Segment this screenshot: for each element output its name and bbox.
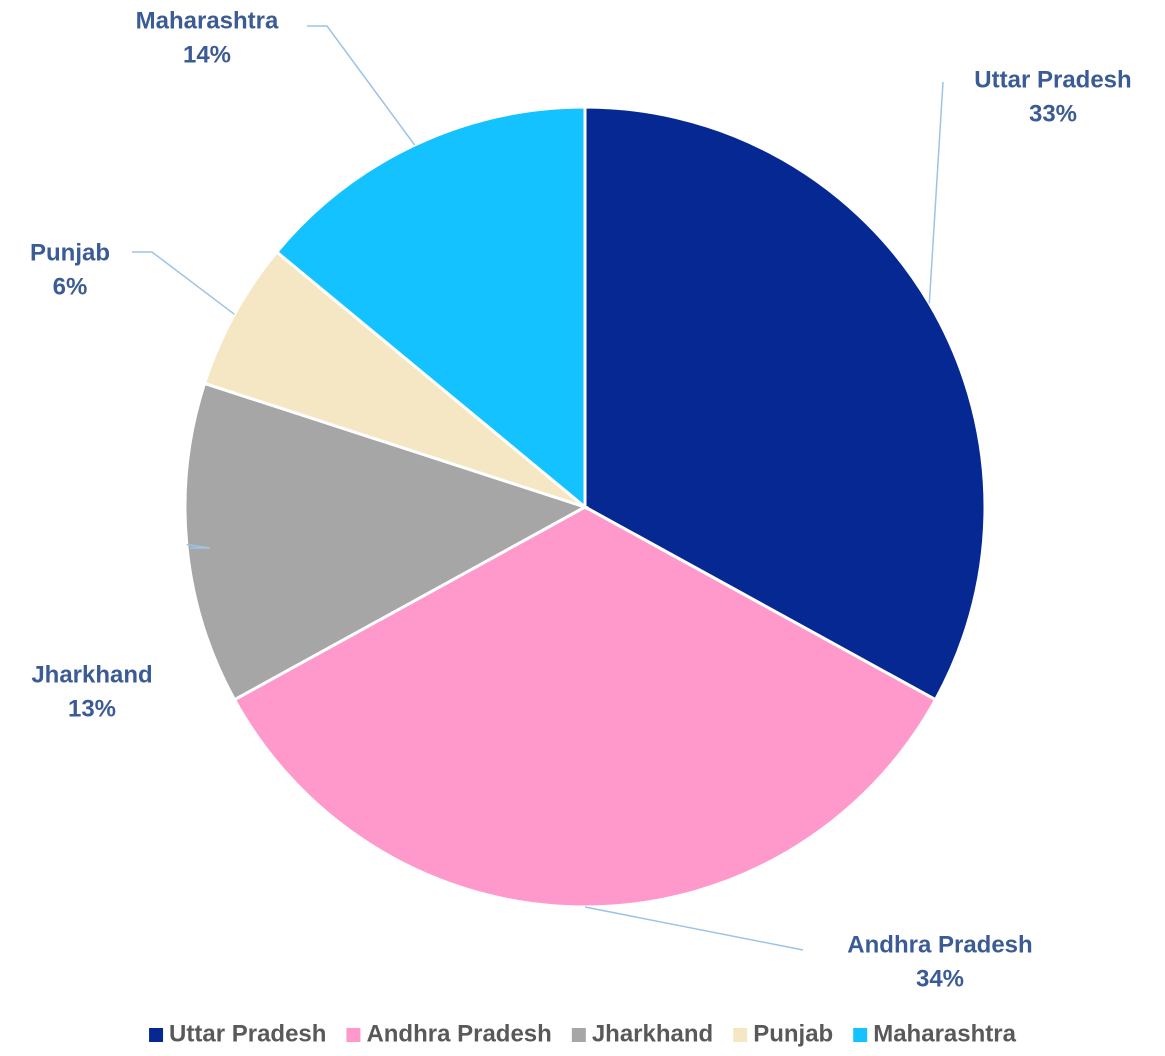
slice-value-label: 13% — [68, 695, 116, 722]
legend-swatch — [853, 1028, 868, 1042]
slice-value-label: 6% — [53, 273, 88, 300]
legend-label: Punjab — [753, 1020, 833, 1047]
slice-label: Punjab — [30, 239, 110, 266]
legend-swatch — [346, 1028, 361, 1042]
legend-label: Uttar Pradesh — [169, 1020, 326, 1047]
legend-swatch — [571, 1028, 586, 1042]
slice-value-label: 34% — [916, 965, 964, 992]
slice-label: Andhra Pradesh — [847, 931, 1032, 958]
legend-label: Jharkhand — [592, 1020, 713, 1047]
legend-swatch — [149, 1028, 164, 1042]
slice-label: Maharashtra — [136, 7, 279, 34]
slice-label: Uttar Pradesh — [974, 66, 1131, 93]
leader-line — [132, 251, 235, 315]
slice-value-label: 33% — [1029, 100, 1077, 127]
leader-line — [186, 543, 211, 549]
legend-swatch — [733, 1028, 748, 1042]
legend-label: Maharashtra — [873, 1020, 1016, 1047]
leader-line — [584, 906, 804, 951]
slice-label: Jharkhand — [31, 661, 152, 688]
pie-slice — [183, 381, 589, 702]
leader-line — [928, 81, 944, 304]
legend-label: Andhra Pradesh — [366, 1020, 551, 1047]
slice-value-label: 14% — [183, 41, 231, 68]
pie-slice — [274, 105, 587, 511]
leader-line — [307, 25, 416, 146]
